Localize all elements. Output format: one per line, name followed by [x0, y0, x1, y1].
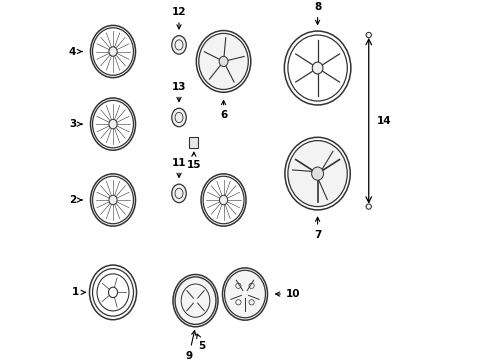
Text: 2: 2 — [69, 195, 82, 205]
Text: 5: 5 — [197, 334, 206, 351]
Ellipse shape — [109, 120, 117, 129]
Text: 14: 14 — [377, 116, 392, 126]
Text: 15: 15 — [187, 152, 201, 170]
Text: 13: 13 — [172, 82, 186, 102]
Ellipse shape — [172, 36, 186, 54]
Text: 9: 9 — [185, 331, 196, 360]
Text: 10: 10 — [275, 289, 300, 299]
Ellipse shape — [220, 195, 228, 205]
Text: 11: 11 — [172, 158, 186, 177]
Ellipse shape — [312, 167, 323, 180]
Text: 8: 8 — [314, 2, 321, 24]
Text: 6: 6 — [220, 100, 227, 121]
Ellipse shape — [312, 62, 323, 74]
Ellipse shape — [219, 57, 228, 67]
Ellipse shape — [172, 184, 186, 203]
Ellipse shape — [109, 195, 117, 205]
Ellipse shape — [224, 270, 266, 318]
Text: 12: 12 — [172, 7, 186, 29]
Text: 7: 7 — [314, 217, 321, 240]
Ellipse shape — [172, 108, 186, 127]
Ellipse shape — [288, 141, 347, 207]
Ellipse shape — [109, 47, 117, 56]
FancyBboxPatch shape — [189, 137, 198, 148]
Text: 3: 3 — [69, 119, 82, 129]
Ellipse shape — [199, 33, 248, 89]
Text: 4: 4 — [69, 46, 82, 57]
Ellipse shape — [175, 277, 216, 324]
Text: 1: 1 — [72, 287, 85, 297]
